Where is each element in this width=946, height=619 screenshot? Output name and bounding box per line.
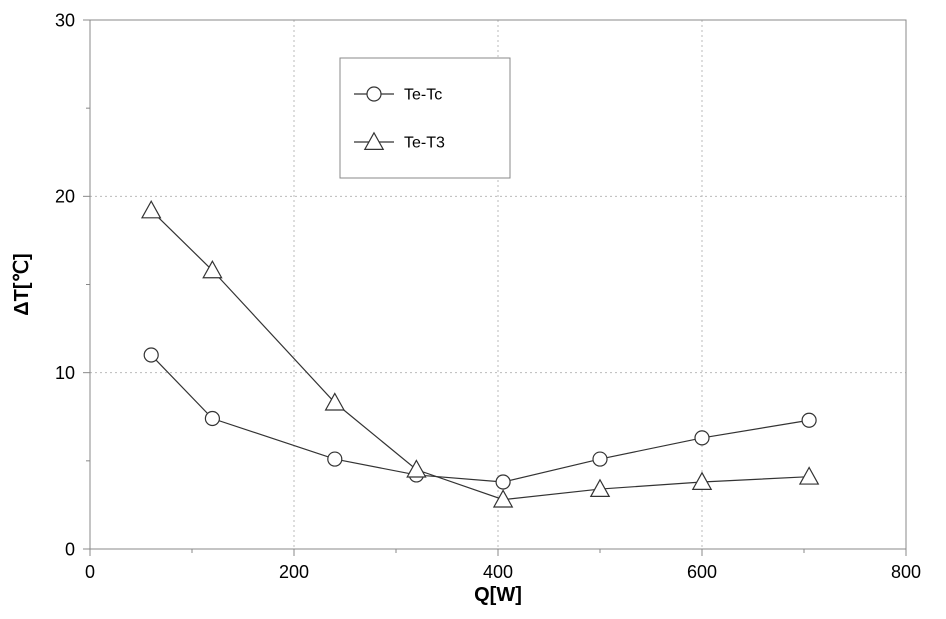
y-axis-label: ΔT[℃] — [11, 253, 33, 315]
legend-label: Te-Tc — [404, 87, 442, 104]
legend-label: Te-T3 — [404, 135, 445, 152]
y-tick-label: 30 — [55, 10, 75, 30]
y-tick-label: 20 — [55, 187, 75, 207]
x-tick-label: 200 — [279, 562, 309, 582]
x-tick-label: 0 — [85, 562, 95, 582]
y-tick-label: 0 — [65, 539, 75, 559]
legend: Te-Tc Te-T3 — [340, 58, 510, 178]
x-tick-label: 600 — [687, 562, 717, 582]
chart-container: 0 200 400 600 800 0 10 20 30 Q[W] ΔT[℃] Te-Tc Te-T3 — [0, 0, 946, 619]
x-tick-label: 400 — [483, 562, 513, 582]
x-tick-label: 800 — [891, 562, 921, 582]
x-axis-label: Q[W] — [474, 584, 522, 606]
y-tick-label: 10 — [55, 363, 75, 383]
line-chart: 0 200 400 600 800 0 10 20 30 Q[W] ΔT[℃] Te-Tc Te-T3 — [0, 0, 946, 619]
